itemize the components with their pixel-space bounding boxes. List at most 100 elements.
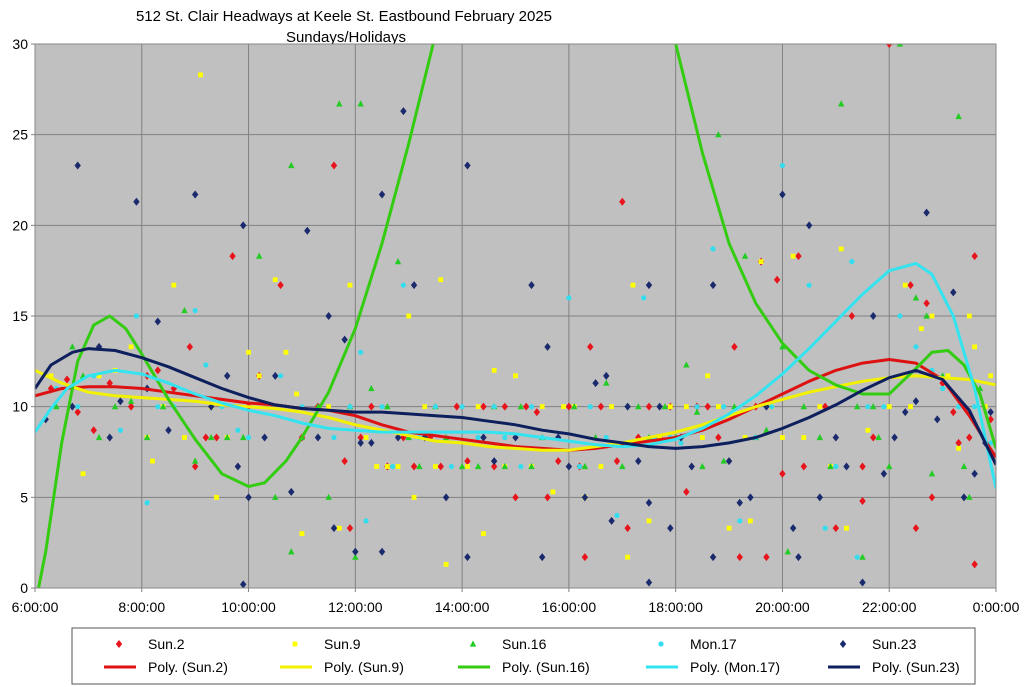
data-point — [886, 462, 893, 470]
data-point — [709, 281, 717, 290]
data-point — [368, 402, 375, 411]
y-tick-label: 10 — [12, 399, 28, 415]
data-point — [550, 489, 556, 495]
data-point — [603, 379, 610, 386]
x-tick-label: 22:00:00 — [862, 599, 917, 615]
data-point — [438, 277, 444, 283]
data-point — [127, 397, 135, 404]
data-point — [603, 434, 609, 441]
data-point — [988, 373, 994, 379]
data-point — [645, 402, 653, 411]
data-point — [576, 463, 583, 470]
data-point — [213, 433, 220, 442]
data-point — [544, 342, 551, 351]
data-point — [513, 373, 518, 379]
data-point — [608, 516, 615, 525]
data-point — [565, 402, 573, 411]
data-point — [955, 112, 962, 120]
data-point — [613, 457, 621, 466]
data-point — [336, 100, 343, 107]
data-point — [737, 518, 743, 524]
data-point — [779, 469, 786, 478]
data-point — [192, 307, 198, 314]
data-point — [143, 433, 151, 441]
data-point — [950, 288, 957, 297]
data-point — [720, 457, 727, 464]
data-point — [587, 342, 594, 351]
data-point — [736, 553, 743, 562]
data-point — [987, 408, 994, 417]
trendline — [35, 358, 996, 459]
y-axis-ticks: 0 5 10 15 20 25 30 — [12, 36, 35, 596]
data-point — [693, 408, 701, 415]
data-point — [614, 512, 620, 519]
data-point — [779, 190, 786, 199]
legend-marker — [469, 640, 477, 647]
data-point — [971, 252, 978, 261]
data-point — [406, 313, 412, 319]
data-point — [539, 404, 545, 410]
data-point — [838, 246, 844, 252]
data-point — [240, 433, 247, 441]
data-point — [400, 282, 406, 288]
data-point — [203, 362, 209, 368]
legend-label: Sun.9 — [324, 636, 361, 652]
legend-label: Poly. (Sun.9) — [324, 659, 404, 675]
data-point — [912, 294, 920, 301]
data-point — [191, 190, 199, 199]
data-point — [805, 221, 813, 230]
data-point — [53, 403, 60, 410]
y-tick-label: 20 — [12, 217, 28, 233]
chart-subtitle: Sundays/Holidays — [286, 29, 406, 46]
data-point — [330, 161, 338, 170]
data-point — [224, 433, 231, 441]
data-point — [678, 440, 684, 446]
data-point — [304, 226, 311, 235]
data-point — [800, 462, 807, 471]
data-point — [214, 494, 219, 500]
data-point — [795, 252, 802, 261]
data-point — [758, 259, 764, 264]
data-point — [645, 498, 653, 507]
legend-label: Poly. (Mon.17) — [690, 659, 780, 675]
data-point — [352, 553, 359, 560]
data-point — [726, 525, 732, 531]
data-point — [475, 434, 481, 441]
data-point — [352, 547, 359, 556]
data-point — [346, 524, 354, 533]
data-point — [960, 462, 968, 470]
data-point — [416, 462, 423, 470]
data-point — [165, 426, 172, 435]
data-point — [897, 313, 903, 319]
data-point — [854, 554, 860, 560]
data-point — [106, 433, 113, 442]
data-point — [314, 433, 322, 442]
data-point — [326, 404, 332, 410]
data-point — [870, 312, 877, 320]
data-point — [940, 385, 946, 392]
x-tick-label: 12:00:00 — [328, 599, 383, 615]
data-point — [299, 531, 305, 536]
legend-marker — [839, 640, 847, 648]
data-point — [566, 295, 572, 301]
data-point — [325, 493, 332, 500]
data-point — [656, 402, 663, 411]
data-point — [501, 402, 509, 411]
data-point — [480, 402, 487, 411]
data-point — [923, 208, 930, 217]
data-point — [357, 433, 364, 442]
data-point — [80, 471, 86, 477]
data-point — [512, 493, 519, 502]
data-point — [390, 463, 396, 470]
data-point — [528, 281, 535, 290]
data-point — [646, 518, 652, 524]
data-point — [635, 403, 642, 410]
legend-label: Poly. (Sun.2) — [148, 659, 228, 675]
data-point — [645, 578, 653, 587]
data-point — [272, 493, 279, 500]
data-point — [603, 371, 610, 380]
data-point — [150, 458, 155, 464]
data-point — [955, 438, 962, 447]
data-point — [357, 438, 364, 447]
data-point — [912, 524, 920, 533]
